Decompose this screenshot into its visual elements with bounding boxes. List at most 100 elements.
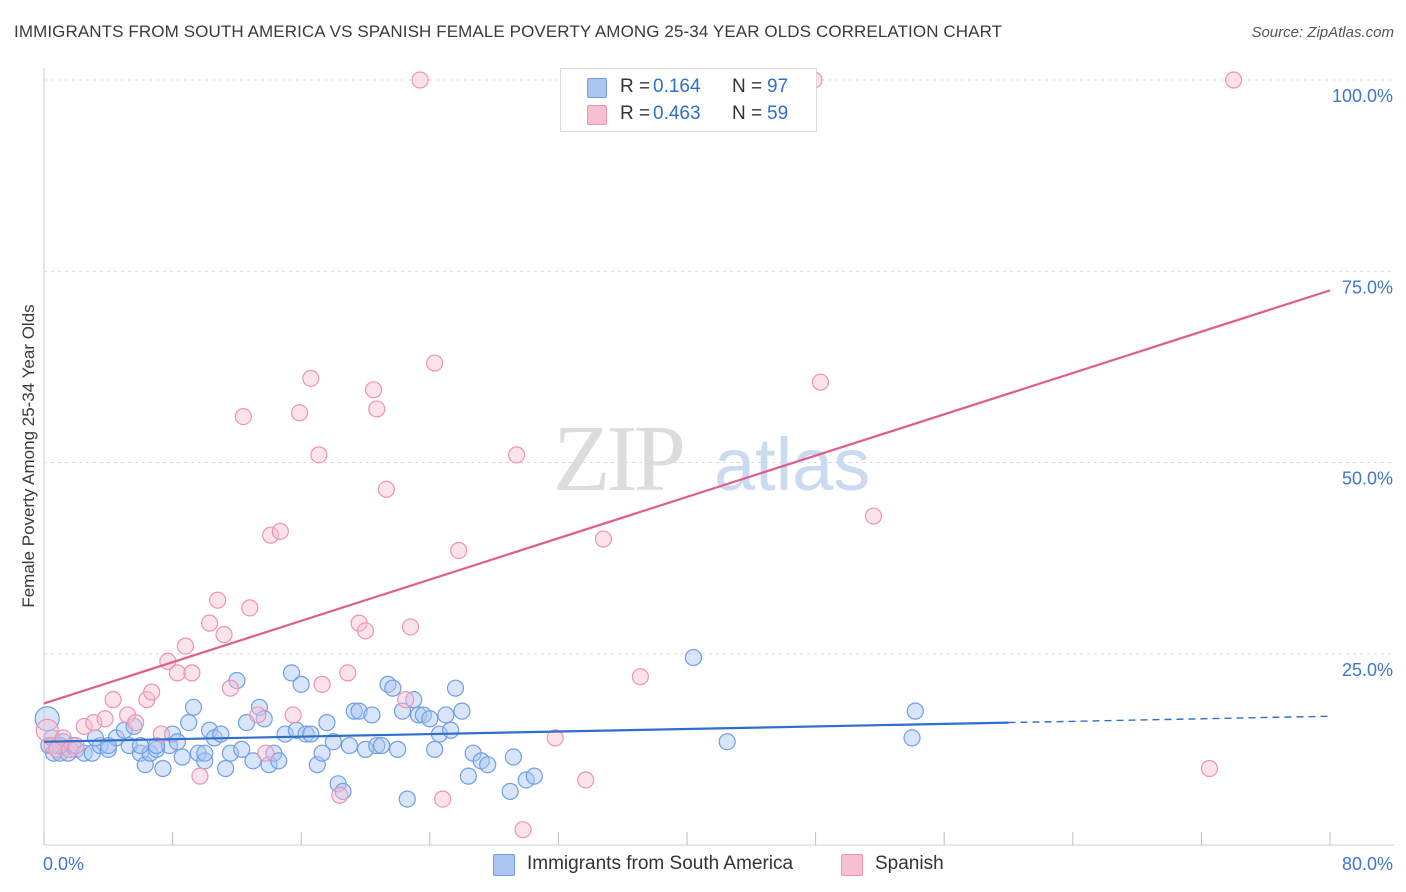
data-point: [241, 599, 259, 617]
legend-r-label: R =: [620, 76, 651, 97]
data-point: [339, 664, 357, 682]
data-point: [147, 740, 166, 758]
data-point: [313, 675, 331, 693]
source-credit: Source: ZipAtlas.com: [1251, 24, 1394, 41]
data-point: [104, 691, 122, 709]
data-point: [501, 782, 519, 801]
data-point: [310, 446, 328, 464]
x-tick-label: 0.0%: [43, 854, 84, 874]
y-tick-label: 25.0%: [1342, 660, 1393, 680]
data-point: [221, 744, 240, 762]
legend-swatch-pink: [841, 854, 863, 876]
data-point: [290, 404, 309, 422]
data-point: [426, 740, 444, 758]
legend-r-value: 0.164: [653, 76, 701, 97]
chart-title: IMMIGRANTS FROM SOUTH AMERICA VS SPANISH…: [14, 22, 1003, 41]
y-tick-label: 75.0%: [1342, 277, 1393, 297]
data-point: [292, 675, 310, 693]
data-point: [200, 614, 219, 632]
trend-line-south-america-extension: [1008, 715, 1331, 724]
legend-label-south-america: Immigrants from South America: [527, 853, 794, 874]
data-point: [409, 706, 428, 724]
data-point: [340, 736, 359, 755]
y-tick-label: 50.0%: [1342, 469, 1393, 489]
data-point: [377, 480, 395, 498]
data-point: [350, 702, 368, 720]
data-point: [397, 691, 415, 709]
data-point: [191, 767, 209, 785]
legend-n-label: N =: [732, 103, 763, 124]
trend-lines: [43, 289, 1331, 743]
data-point: [183, 664, 201, 682]
data-point: [234, 408, 252, 426]
data-point: [143, 683, 161, 701]
data-point: [594, 530, 613, 548]
data-point: [864, 507, 883, 525]
data-point: [85, 713, 103, 732]
data-point: [196, 744, 214, 762]
legend-n-label: N =: [732, 76, 763, 97]
data-point: [411, 71, 429, 89]
watermark: ZIP atlas: [553, 407, 870, 511]
data-point: [514, 821, 532, 839]
data-point: [356, 740, 375, 758]
data-point: [401, 618, 420, 636]
data-point: [282, 664, 301, 682]
data-point: [504, 748, 522, 766]
data-point: [453, 702, 471, 720]
data-point: [318, 713, 336, 732]
data-point: [577, 771, 595, 789]
data-point: [508, 446, 526, 464]
data-point: [173, 748, 191, 766]
data-point: [324, 733, 342, 751]
data-point: [363, 706, 381, 724]
data-point: [364, 381, 383, 399]
data-point: [168, 733, 187, 751]
series-south-america-points: [34, 648, 924, 808]
data-point: [517, 771, 535, 789]
data-point: [450, 541, 468, 560]
data-point: [152, 725, 170, 743]
data-point: [271, 522, 289, 540]
data-point: [262, 526, 280, 544]
data-point: [209, 591, 227, 609]
data-point: [212, 725, 230, 743]
data-point: [384, 679, 402, 697]
data-point: [168, 664, 187, 682]
data-point: [421, 710, 439, 728]
data-point: [244, 752, 262, 770]
y-tick-label: 100.0%: [1332, 86, 1393, 106]
data-point: [426, 354, 444, 372]
data-point: [434, 790, 452, 808]
x-tick-label: 80.0%: [1342, 854, 1393, 874]
data-point: [75, 717, 93, 736]
data-point: [180, 713, 198, 732]
tick-labels: 25.0% 50.0% 75.0% 100.0% 0.0% 80.0%: [43, 86, 1393, 874]
data-point: [368, 400, 386, 418]
legend-r-label: R =: [620, 103, 651, 124]
data-point: [398, 790, 416, 808]
legend-swatch-blue: [493, 854, 515, 876]
data-point: [546, 729, 564, 747]
data-point: [389, 740, 407, 758]
grid-lines: [44, 79, 1394, 655]
data-point: [906, 702, 924, 720]
data-point: [442, 721, 460, 739]
data-point: [811, 373, 830, 391]
data-point: [331, 786, 349, 804]
data-point: [215, 626, 233, 644]
data-point: [233, 740, 251, 758]
data-point: [217, 759, 235, 778]
data-point: [903, 729, 921, 747]
legend-swatch-pink: [587, 105, 607, 125]
data-point: [127, 713, 145, 732]
legend-swatch-blue: [587, 78, 607, 98]
trend-line-spanish: [43, 289, 1331, 705]
data-point: [356, 622, 375, 640]
data-point: [302, 725, 320, 743]
data-point: [154, 759, 172, 778]
data-point: [257, 744, 275, 762]
data-point: [437, 706, 455, 724]
data-point: [1200, 759, 1219, 778]
